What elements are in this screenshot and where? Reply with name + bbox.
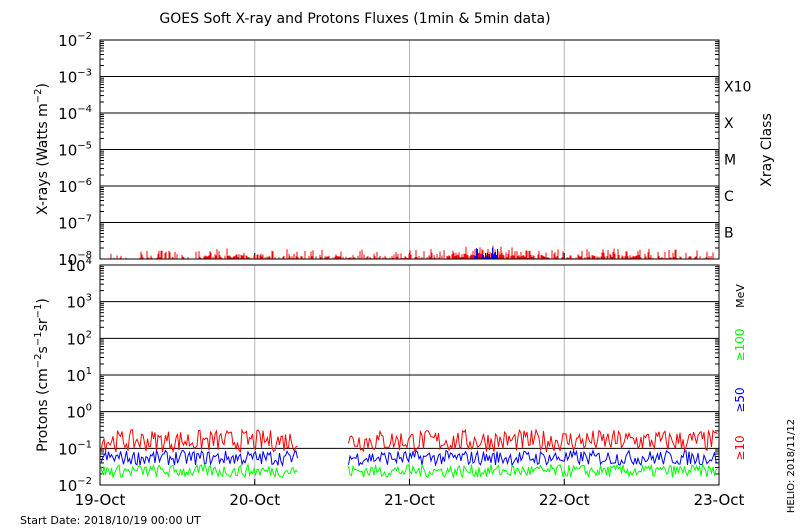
xray-class-label: X (724, 116, 734, 132)
y-tick-label: 103 (67, 293, 92, 312)
y-tick-label: 10−2 (58, 476, 92, 495)
x-tick-label: 23-Oct (694, 491, 745, 509)
proton-y-axis-label: Protons (cm−2s−1sr−1) (33, 298, 51, 452)
xray-short-series (474, 247, 498, 259)
y-tick-label: 10−5 (58, 141, 92, 160)
xray-panel: 10−2 10−3 10−4 10−5 10−6 10−7 10−8 X10 X M C B X-r… (33, 31, 775, 269)
xray-class-label: M (724, 153, 736, 169)
xray-class-labels: X10 X M C B (724, 80, 751, 242)
proton-series-line (100, 428, 718, 454)
start-date-label: Start Date: 2018/10/19 00:00 UT (20, 514, 201, 527)
x-tick-label: 19-Oct (75, 491, 126, 509)
y-tick-label: 102 (67, 329, 92, 348)
y-tick-label: 10−7 (58, 214, 92, 233)
y-tick-label: 104 (67, 256, 92, 275)
x-tick-label: 20-Oct (229, 491, 280, 509)
proton-y-tick-labels: 104 103 102 101 100 10−1 10−2 (58, 256, 92, 495)
xray-class-label: C (724, 189, 734, 205)
proton-series (100, 428, 718, 480)
x-tick-labels: 19-Oct 20-Oct 21-Oct 22-Oct 23-Oct (75, 491, 745, 509)
proton-series-line (100, 463, 718, 480)
chart-title: GOES Soft X-ray and Protons Fluxes (1min… (159, 11, 550, 27)
proton-series-line (100, 448, 718, 468)
proton-plot-frame (99, 264, 720, 486)
y-tick-label: 100 (67, 403, 92, 422)
proton-energy-unit: MeV (734, 284, 747, 308)
y-tick-label: 10−8 (58, 250, 92, 269)
y-tick-label: 10−1 (58, 439, 92, 458)
y-tick-label: 10−2 (58, 31, 92, 50)
y-tick-label: 101 (67, 366, 92, 385)
xray-y-tick-labels: 10−2 10−3 10−4 10−5 10−6 10−7 10−8 (58, 31, 92, 269)
xray-plot-frame (99, 39, 720, 260)
y-tick-label: 10−6 (58, 177, 92, 196)
xray-class-axis-label: Xray Class (759, 113, 775, 187)
proton-panel: 104 103 102 101 100 10−1 10−2 ≥100 ≥50 ≥10 MeV P… (33, 256, 747, 495)
helio-date-label: HELIO: 2018/11/12 (786, 419, 797, 513)
xray-gridlines (100, 40, 719, 259)
proton-energy-label: ≥10 (733, 435, 747, 460)
y-tick-label: 10−3 (58, 68, 92, 87)
x-tick-label: 22-Oct (539, 491, 590, 509)
y-tick-label: 10−4 (58, 104, 92, 123)
proton-energy-label: ≥50 (733, 387, 747, 412)
proton-energy-label: ≥100 (733, 329, 747, 362)
x-tick-label: 21-Oct (384, 491, 435, 509)
xray-class-label: B (724, 226, 734, 242)
xray-class-label: X10 (724, 80, 751, 96)
proton-energy-labels: ≥100 ≥50 ≥10 (733, 329, 747, 461)
proton-gridlines (100, 265, 719, 485)
xray-y-axis-label: X-rays (Watts m−2) (33, 83, 51, 215)
